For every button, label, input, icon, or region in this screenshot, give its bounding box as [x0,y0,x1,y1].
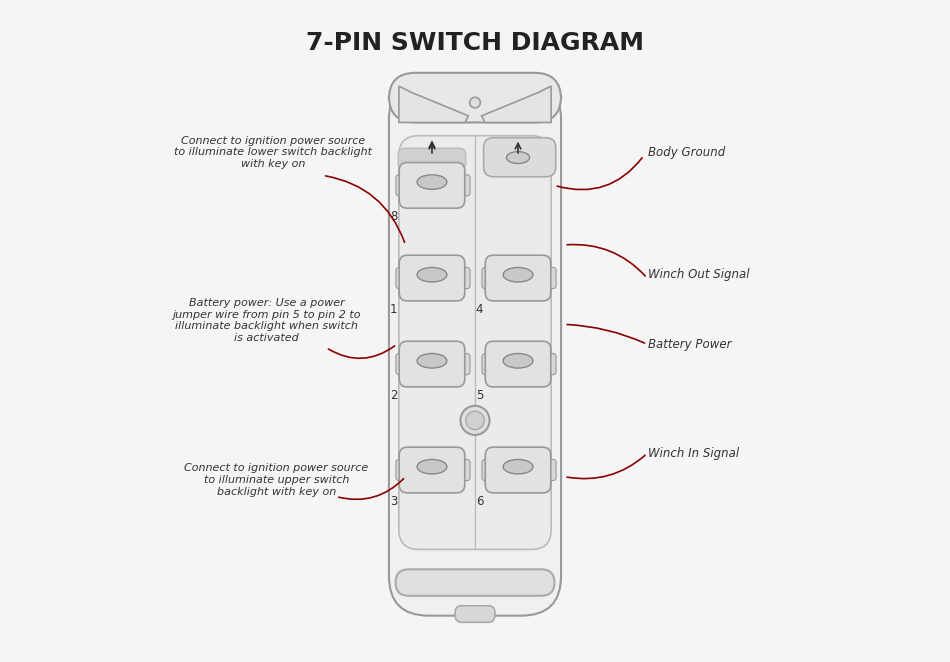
FancyBboxPatch shape [484,138,556,177]
FancyBboxPatch shape [464,175,470,196]
Ellipse shape [506,152,529,164]
FancyBboxPatch shape [389,79,561,616]
Polygon shape [399,86,468,122]
Circle shape [469,97,481,108]
FancyBboxPatch shape [396,354,403,375]
Text: Battery power: Use a power
jumper wire from pin 5 to pin 2 to
illuminate backlig: Battery power: Use a power jumper wire f… [172,298,361,343]
FancyBboxPatch shape [485,342,551,387]
FancyBboxPatch shape [399,136,551,549]
Text: 5: 5 [476,389,484,402]
Text: Winch Out Signal: Winch Out Signal [649,268,750,281]
Text: 8: 8 [390,211,397,223]
FancyBboxPatch shape [398,148,466,169]
FancyArrowPatch shape [326,176,405,242]
FancyBboxPatch shape [389,73,561,122]
FancyArrowPatch shape [557,158,642,189]
FancyBboxPatch shape [464,354,470,375]
Text: Winch In Signal: Winch In Signal [649,447,739,460]
FancyArrowPatch shape [567,324,645,343]
FancyBboxPatch shape [482,354,488,375]
FancyBboxPatch shape [464,459,470,481]
Text: 4: 4 [476,303,484,316]
FancyBboxPatch shape [455,606,495,622]
Circle shape [461,406,489,435]
FancyBboxPatch shape [399,163,465,209]
Text: Battery Power: Battery Power [649,338,732,351]
Text: 2: 2 [390,389,397,402]
Circle shape [466,411,484,430]
Ellipse shape [417,459,446,474]
Ellipse shape [417,267,446,282]
Text: 3: 3 [390,495,397,508]
FancyBboxPatch shape [549,354,556,375]
FancyBboxPatch shape [485,256,551,301]
FancyBboxPatch shape [549,267,556,289]
FancyBboxPatch shape [482,459,488,481]
FancyBboxPatch shape [396,267,403,289]
FancyBboxPatch shape [485,448,551,493]
Polygon shape [482,86,551,122]
Ellipse shape [504,267,533,282]
FancyBboxPatch shape [482,267,488,289]
FancyArrowPatch shape [567,455,645,479]
FancyBboxPatch shape [399,256,465,301]
FancyBboxPatch shape [399,448,465,493]
Ellipse shape [417,175,446,189]
Text: Connect to ignition power source
to illuminate lower switch backlight
with key o: Connect to ignition power source to illu… [174,136,372,169]
Text: 6: 6 [476,495,484,508]
FancyArrowPatch shape [567,244,645,276]
FancyBboxPatch shape [396,459,403,481]
Ellipse shape [504,459,533,474]
FancyArrowPatch shape [338,479,404,499]
FancyBboxPatch shape [396,175,403,196]
Text: 7-PIN SWITCH DIAGRAM: 7-PIN SWITCH DIAGRAM [306,31,644,55]
Text: Body Ground: Body Ground [649,146,726,159]
Ellipse shape [417,354,446,368]
FancyBboxPatch shape [399,342,465,387]
FancyBboxPatch shape [395,569,555,596]
FancyArrowPatch shape [329,346,394,358]
Text: Connect to ignition power source
to illuminate upper switch
backlight with key o: Connect to ignition power source to illu… [184,463,369,496]
Ellipse shape [504,354,533,368]
FancyBboxPatch shape [549,459,556,481]
Text: 1: 1 [390,303,397,316]
FancyBboxPatch shape [464,267,470,289]
